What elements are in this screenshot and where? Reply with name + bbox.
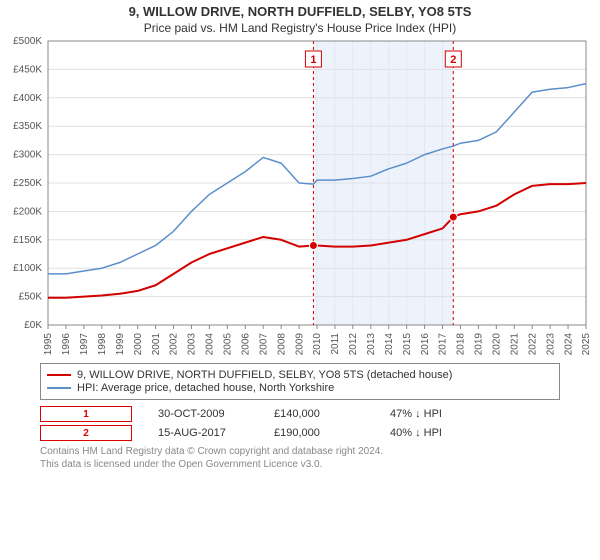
svg-text:2007: 2007 (258, 333, 269, 355)
svg-text:2012: 2012 (348, 333, 359, 355)
svg-text:1997: 1997 (79, 333, 90, 355)
svg-text:£50K: £50K (19, 292, 43, 303)
svg-text:2021: 2021 (509, 333, 520, 355)
legend-swatch (47, 387, 71, 389)
svg-text:2001: 2001 (151, 333, 162, 355)
svg-text:£500K: £500K (13, 36, 42, 47)
svg-text:2022: 2022 (527, 333, 538, 355)
svg-text:2018: 2018 (456, 333, 467, 355)
sale-delta: 40% ↓ HPI (390, 427, 480, 439)
legend-swatch (47, 374, 71, 376)
footer-line1: Contains HM Land Registry data © Crown c… (40, 445, 560, 458)
line-chart: £0K £50K £100K £150K £200K £250K £300K £350K £40… (0, 35, 600, 355)
sale-price: £140,000 (274, 408, 364, 420)
svg-text:2002: 2002 (169, 333, 180, 355)
svg-text:2003: 2003 (187, 333, 198, 355)
sale-delta: 47% ↓ HPI (390, 408, 480, 420)
svg-text:2019: 2019 (474, 333, 485, 355)
legend-label: HPI: Average price, detached house, Nort… (77, 382, 334, 394)
svg-text:£100K: £100K (13, 263, 42, 274)
legend-item: 9, WILLOW DRIVE, NORTH DUFFIELD, SELBY, … (47, 369, 553, 381)
title-line2: Price paid vs. HM Land Registry's House … (0, 21, 600, 35)
svg-text:£0K: £0K (24, 320, 42, 331)
footer-line2: This data is licensed under the Open Gov… (40, 458, 560, 471)
svg-text:£250K: £250K (13, 178, 42, 189)
legend-label: 9, WILLOW DRIVE, NORTH DUFFIELD, SELBY, … (77, 369, 452, 381)
svg-text:2023: 2023 (545, 333, 556, 355)
svg-text:£150K: £150K (13, 235, 42, 246)
svg-text:£450K: £450K (13, 64, 42, 75)
sale-marker-icon: 2 (40, 425, 132, 441)
svg-text:1: 1 (310, 54, 316, 66)
svg-text:2017: 2017 (438, 333, 449, 355)
footer-attribution: Contains HM Land Registry data © Crown c… (40, 445, 560, 471)
chart-titles: 9, WILLOW DRIVE, NORTH DUFFIELD, SELBY, … (0, 0, 600, 35)
svg-text:2016: 2016 (420, 333, 431, 355)
svg-text:1998: 1998 (97, 333, 108, 355)
sales-table: 1 30-OCT-2009 £140,000 47% ↓ HPI 2 15-AUG-201… (40, 406, 560, 441)
svg-text:£300K: £300K (13, 150, 42, 161)
svg-text:2025: 2025 (581, 333, 592, 355)
legend-item: HPI: Average price, detached house, Nort… (47, 382, 553, 394)
title-line1: 9, WILLOW DRIVE, NORTH DUFFIELD, SELBY, … (0, 4, 600, 19)
svg-text:2006: 2006 (240, 333, 251, 355)
sale-price: £190,000 (274, 427, 364, 439)
svg-text:2005: 2005 (223, 333, 234, 355)
svg-text:£400K: £400K (13, 93, 42, 104)
sale-date: 30-OCT-2009 (158, 408, 248, 420)
sale-row: 1 30-OCT-2009 £140,000 47% ↓ HPI (40, 406, 560, 422)
svg-text:2010: 2010 (312, 333, 323, 355)
legend: 9, WILLOW DRIVE, NORTH DUFFIELD, SELBY, … (40, 363, 560, 400)
svg-text:2014: 2014 (384, 333, 395, 355)
svg-text:2008: 2008 (276, 333, 287, 355)
svg-text:1995: 1995 (43, 333, 54, 355)
svg-text:2: 2 (450, 54, 456, 66)
svg-text:2013: 2013 (366, 333, 377, 355)
svg-text:2020: 2020 (492, 333, 503, 355)
svg-text:2000: 2000 (133, 333, 144, 355)
svg-text:2024: 2024 (563, 333, 574, 355)
sale-row: 2 15-AUG-2017 £190,000 40% ↓ HPI (40, 425, 560, 441)
svg-text:2009: 2009 (294, 333, 305, 355)
svg-text:£350K: £350K (13, 121, 42, 132)
sale-marker-icon: 1 (40, 406, 132, 422)
svg-text:2015: 2015 (402, 333, 413, 355)
svg-text:£200K: £200K (13, 206, 42, 217)
svg-text:1996: 1996 (61, 333, 72, 355)
chart-area: £0K £50K £100K £150K £200K £250K £300K £350K £40… (0, 35, 600, 355)
svg-text:2011: 2011 (330, 333, 341, 355)
svg-text:2004: 2004 (205, 333, 216, 355)
svg-text:1999: 1999 (115, 333, 126, 355)
sale-date: 15-AUG-2017 (158, 427, 248, 439)
